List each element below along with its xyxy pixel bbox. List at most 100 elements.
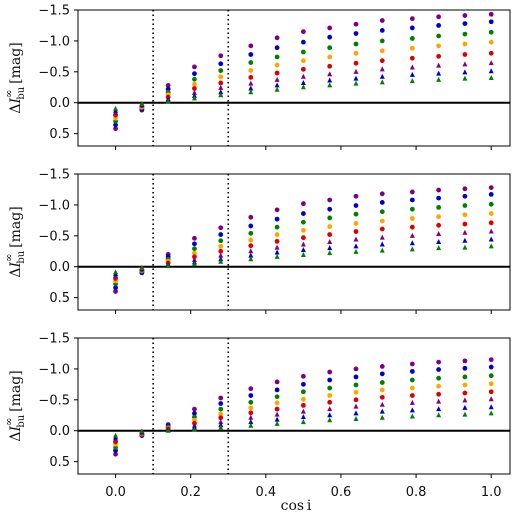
data-point [379,66,385,72]
data-point [353,211,359,217]
data-point [409,78,415,84]
data-point [353,415,359,421]
data-point [327,417,333,423]
data-point [462,13,468,18]
data-point [436,230,442,236]
data-point [192,241,197,247]
data-point [248,68,254,73]
data-point [218,89,224,95]
data-point [192,64,197,70]
data-point [379,387,385,393]
data-point [248,243,254,249]
data-point [165,427,171,433]
data-point [327,77,333,83]
data-point [248,248,254,254]
data-point [409,189,415,195]
data-point [274,420,280,426]
data-point [274,45,280,51]
data-point [274,387,280,393]
data-point [379,364,385,369]
data-point [353,41,359,47]
data-point [353,248,359,254]
data-point [300,201,306,207]
y-axis-label: ΔI∞bu[mag] [4,42,27,113]
data-point [379,394,385,400]
data-point [218,61,224,67]
data-point [436,391,442,397]
data-point [488,60,494,66]
plot-frame [77,173,511,311]
data-point [462,203,468,208]
data-point [353,366,359,372]
data-point [409,368,415,374]
y-tick-label: 0.5 [49,291,70,306]
x-tick-label: 1.0 [481,485,502,500]
x-tick-label: 0.2 [180,485,201,500]
data-point [300,211,306,216]
data-point [462,212,468,218]
data-point [274,379,280,385]
data-point [379,200,385,205]
data-point [274,232,280,237]
data-point [192,246,197,252]
data-point [327,45,333,51]
data-point [327,239,333,244]
data-point [436,245,442,251]
data-point [379,191,385,197]
data-point [436,43,442,49]
data-point [462,237,468,243]
data-point [488,410,494,416]
data-point [218,248,224,254]
y-axis-label: ΔI∞bu[mag] [4,370,27,441]
data-point [248,256,254,262]
data-point [379,218,385,224]
x-axis-label: cos i [281,498,312,514]
data-point [409,407,415,413]
data-point [462,21,468,26]
data-point [274,82,280,88]
data-point [409,246,415,252]
data-point [248,393,254,398]
data-point [436,406,442,412]
data-point [327,393,333,398]
data-point [409,361,415,367]
data-point [488,39,494,45]
y-tick-label: −1.5 [38,4,70,19]
data-point [488,396,494,402]
data-point [113,285,118,291]
data-point [300,79,306,85]
data-point [274,244,280,250]
data-point [379,58,385,64]
data-point [274,416,280,422]
data-point [409,206,415,212]
data-point [353,193,359,199]
data-point [353,403,359,409]
data-point [488,364,494,370]
data-point [218,68,224,73]
data-point [379,18,385,23]
data-point [218,415,224,421]
data-point [488,243,494,249]
data-point [436,214,442,220]
data-point [165,263,171,269]
data-point [353,75,359,81]
data-point [436,239,442,244]
data-point [353,21,359,27]
data-point [462,61,468,67]
data-point [488,185,494,191]
data-point [192,411,197,416]
data-point [462,69,468,75]
data-point [409,197,415,203]
data-point [379,414,385,420]
data-point [462,397,468,403]
data-point [300,408,306,414]
data-point [274,400,280,406]
data-point [300,419,306,425]
data-point [113,289,118,294]
data-point [462,382,468,388]
data-point [248,419,254,425]
data-point [353,397,359,403]
data-point [409,25,415,31]
data-point [436,412,442,418]
data-point [436,14,442,20]
